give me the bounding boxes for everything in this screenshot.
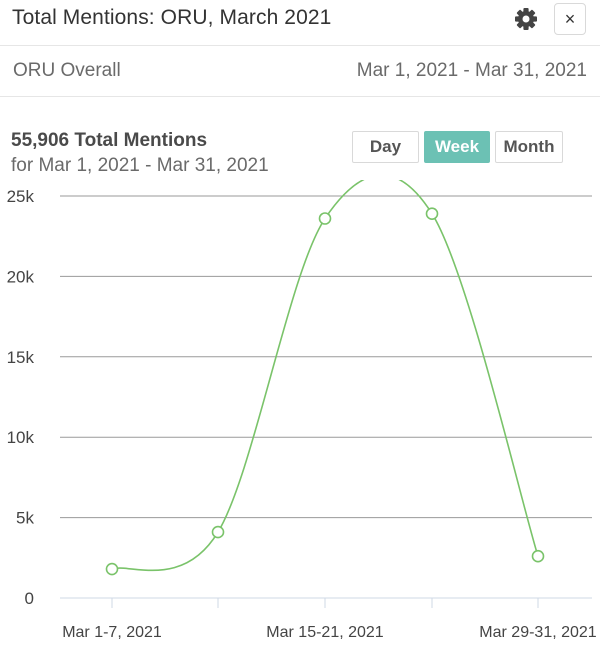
data-point xyxy=(318,212,332,225)
data-point xyxy=(531,549,545,563)
y-tick-label: 20k xyxy=(7,267,35,286)
mentions-series-line xyxy=(111,180,539,572)
data-point xyxy=(105,562,119,576)
x-tick-label: Mar 1-7, 2021 xyxy=(62,624,162,641)
panel-header: Total Mentions: ORU, March 2021 × xyxy=(0,0,600,46)
data-point xyxy=(425,207,439,220)
period-toggle: Day Week Month xyxy=(352,131,568,163)
period-day-button[interactable]: Day xyxy=(352,131,419,163)
y-tick-label: 25k xyxy=(7,187,35,206)
gear-icon[interactable] xyxy=(512,5,540,33)
y-tick-label: 10k xyxy=(7,428,35,447)
x-tick-label: Mar 29-31, 2021 xyxy=(479,624,597,641)
y-tick-label: 0 xyxy=(25,589,34,608)
data-point xyxy=(211,525,225,539)
x-tick-label: Mar 15-21, 2021 xyxy=(266,624,384,641)
close-icon: × xyxy=(564,9,576,29)
date-range-label: Mar 1, 2021 - Mar 31, 2021 xyxy=(356,60,587,81)
period-month-button[interactable]: Month xyxy=(495,131,563,163)
panel-subheader: ORU Overall Mar 1, 2021 - Mar 31, 2021 xyxy=(0,46,600,97)
y-tick-label: 5k xyxy=(16,509,34,528)
mentions-line-chart: 0 5k 10k 15k 20k 25k Mar 1-7, 2021 Mar 15-21, … xyxy=(7,180,597,641)
close-button[interactable]: × xyxy=(554,3,586,35)
period-week-button[interactable]: Week xyxy=(424,131,490,163)
panel-title: Total Mentions: ORU, March 2021 xyxy=(12,6,332,29)
y-tick-label: 15k xyxy=(7,348,35,367)
scope-label: ORU Overall xyxy=(13,60,121,81)
total-mentions: 55,906 Total Mentions xyxy=(11,130,208,151)
total-range: for Mar 1, 2021 - Mar 31, 2021 xyxy=(11,155,269,176)
